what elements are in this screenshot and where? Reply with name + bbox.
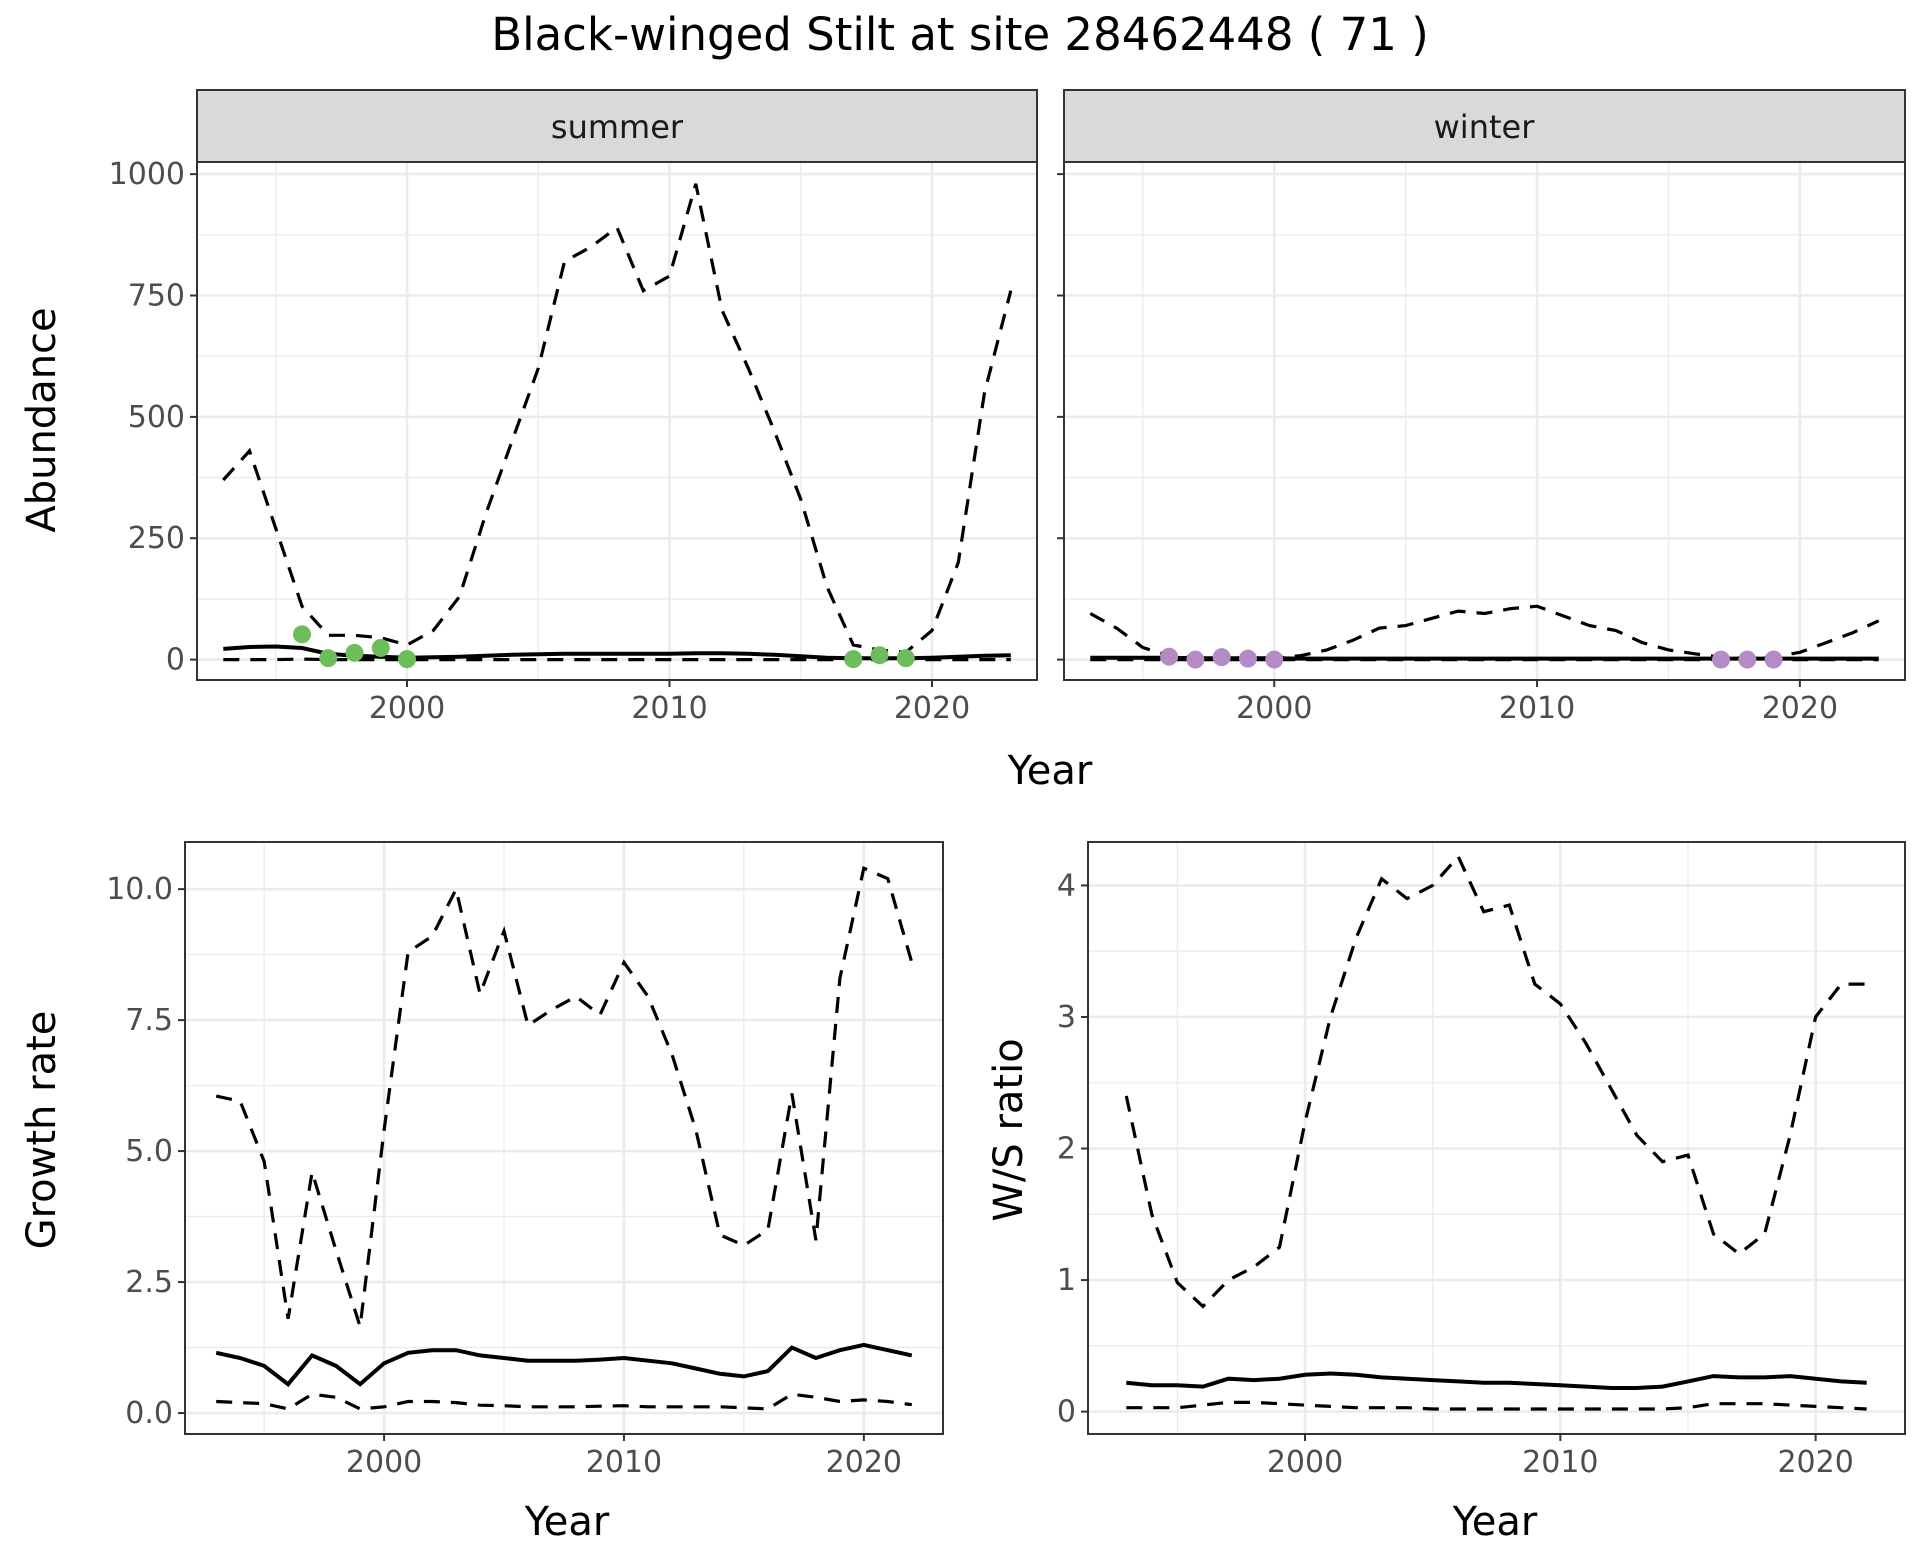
panel-border (196, 161, 1038, 681)
y-tick-label: 3 (1057, 1000, 1076, 1035)
y-axis-title-growth: Growth rate (19, 1011, 65, 1250)
panel-border (1063, 161, 1906, 681)
x-tick-label: 2020 (1777, 1445, 1853, 1480)
panel-ws-ratio: 2000 2010 2020 0 1 2 3 4 (1057, 841, 1906, 1480)
panel-border (1087, 841, 1906, 1435)
x-tick-label: 2020 (826, 1445, 902, 1480)
observation-point (1738, 650, 1757, 669)
series-line-estimate (215, 1342, 913, 1387)
y-tick-label: 750 (128, 279, 185, 314)
y-axis-title-abundance: Abundance (19, 307, 65, 532)
x-tick-label: 2020 (894, 691, 970, 726)
y-tick-label: 2.5 (125, 1265, 173, 1300)
x-axis-title-abundance: Year (1007, 748, 1093, 794)
observation-point (1265, 650, 1284, 669)
x-tick-label: 2000 (1267, 1445, 1343, 1480)
y-tick-label: 2 (1057, 1132, 1076, 1167)
strip-summer (196, 89, 1038, 163)
observation-point (870, 646, 889, 665)
observation-point (1186, 650, 1205, 669)
x-axis-title-ratio: Year (1452, 1499, 1538, 1545)
y-tick-label: 1000 (109, 157, 185, 192)
x-tick-label: 2010 (1499, 691, 1575, 726)
observation-point (896, 649, 915, 668)
x-tick-label: 2010 (631, 691, 707, 726)
panel-growth-rate: 2000 2010 2020 0.0 2.5 5.0 7.5 10.0 (106, 841, 944, 1480)
y-tick-label: 0 (1057, 1395, 1076, 1430)
y-tick-label: 0.0 (125, 1396, 173, 1431)
x-tick-label: 2010 (1522, 1445, 1598, 1480)
observation-point (398, 650, 416, 669)
observation-point (345, 643, 364, 662)
observation-point (1238, 649, 1257, 668)
y-tick-label: 1 (1057, 1263, 1076, 1298)
series-group (1124, 853, 1867, 1411)
y-tick-label: 4 (1057, 868, 1076, 903)
observation-point (844, 650, 863, 669)
series-line-lower (1126, 1400, 1867, 1411)
panel-border (184, 841, 944, 1435)
observation-point (319, 649, 338, 668)
observation-point (1160, 647, 1179, 666)
series-group (1089, 604, 1880, 669)
y-axis-title-ratio: W/S ratio (986, 1038, 1032, 1221)
plot-area-growth-rate: 2000 2010 2020 0.0 2.5 5.0 7.5 10.0 (106, 841, 944, 1480)
plot-area-winter: 2000 2010 2020 (1057, 161, 1906, 726)
strip-winter (1063, 89, 1906, 163)
y-tick-label: 5.0 (125, 1134, 173, 1169)
plot-area-ws-ratio: 2000 2010 2020 0 1 2 3 4 (1057, 841, 1906, 1480)
x-tick-label: 2000 (1236, 691, 1312, 726)
plot-area-summer: 2000 2010 2020 0 250 500 750 1000 (109, 157, 1038, 726)
x-tick-label: 2010 (586, 1445, 662, 1480)
observation-point (293, 625, 311, 644)
series-line-estimate (1126, 1371, 1867, 1390)
series-line-lower (216, 1392, 913, 1411)
series-group (215, 865, 914, 1411)
observation-point (1764, 650, 1783, 669)
observation-point (1212, 648, 1231, 667)
y-tick-label: 0 (166, 643, 185, 678)
x-tick-label: 2000 (369, 691, 445, 726)
panel-winter: winter 2000 2010 2020 (1057, 89, 1906, 726)
series-group (222, 183, 1013, 669)
y-tick-label: 250 (128, 521, 185, 556)
panel-summer: summer 2000 2010 2020 0 250 500 750 1000 (109, 89, 1038, 726)
y-tick-label: 10.0 (106, 872, 173, 907)
observation-point (371, 638, 390, 657)
strip-label-summer: summer (551, 108, 684, 146)
x-tick-label: 2000 (346, 1445, 422, 1480)
x-axis-title-growth: Year (524, 1499, 610, 1545)
y-tick-label: 7.5 (125, 1003, 173, 1038)
x-tick-label: 2020 (1762, 691, 1838, 726)
series-line-upper (215, 865, 914, 1328)
figure-title: Black-winged Stilt at site 28462448 ( 71… (491, 8, 1429, 61)
observation-point (1712, 650, 1731, 669)
strip-label-winter: winter (1434, 108, 1536, 146)
y-tick-label: 500 (128, 400, 185, 435)
